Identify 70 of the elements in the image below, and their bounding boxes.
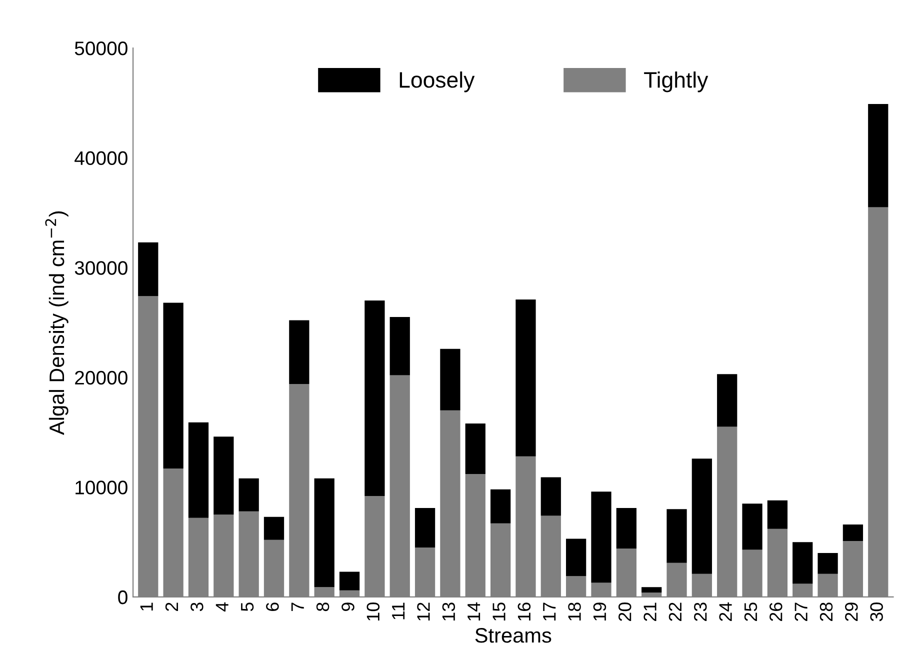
bar bbox=[214, 436, 234, 515]
bar bbox=[314, 478, 334, 588]
bar bbox=[717, 374, 738, 427]
x-tick-label: 25 bbox=[744, 602, 758, 621]
x-tick-label: 23 bbox=[694, 602, 707, 621]
x-tick-label: 27 bbox=[794, 602, 808, 621]
bar bbox=[289, 320, 310, 384]
bar bbox=[414, 508, 436, 548]
y-tick-label: 50000 bbox=[74, 41, 128, 56]
bar bbox=[540, 477, 561, 516]
x-tick-label: 6 bbox=[266, 602, 279, 611]
bar bbox=[138, 242, 158, 296]
bar bbox=[188, 422, 209, 518]
x-tick-label: 7 bbox=[291, 602, 304, 611]
bar bbox=[490, 489, 511, 524]
bar bbox=[868, 104, 888, 208]
y-axis-title: Algal Density (ind cm$^{−2}$) bbox=[45, 211, 68, 435]
bar bbox=[566, 538, 586, 576]
bar bbox=[742, 504, 762, 550]
x-tick-label: 1 bbox=[140, 602, 153, 610]
y-tick-label: 10000 bbox=[76, 480, 128, 494]
x-tick-label: 24 bbox=[719, 602, 732, 621]
x-tick-label: 3 bbox=[190, 602, 204, 612]
y-tick-label: 40000 bbox=[74, 151, 128, 166]
bar bbox=[238, 478, 259, 512]
bar bbox=[767, 500, 788, 529]
x-tick-label: 15 bbox=[492, 602, 506, 621]
bar bbox=[842, 524, 864, 541]
y-tick-label: 30000 bbox=[74, 261, 128, 275]
x-tick-label: 26 bbox=[770, 602, 782, 621]
bar bbox=[792, 542, 813, 584]
x-tick-label: 8 bbox=[316, 602, 330, 612]
bar bbox=[616, 508, 636, 549]
x-tick-label: 5 bbox=[241, 602, 254, 612]
x-tick-label: 29 bbox=[845, 602, 858, 621]
bar bbox=[364, 300, 385, 496]
x-tick-label: 30 bbox=[870, 602, 883, 622]
x-tick-label: 16 bbox=[518, 602, 531, 621]
x-tick-label: 28 bbox=[820, 602, 833, 621]
bar bbox=[264, 516, 284, 540]
x-tick-label: 22 bbox=[668, 602, 682, 621]
legend-label: Loosely bbox=[400, 71, 475, 92]
x-tick-label: 10 bbox=[366, 602, 380, 621]
x-tick-label: 14 bbox=[468, 602, 480, 621]
bar bbox=[818, 553, 838, 574]
bar bbox=[465, 424, 486, 474]
x-tick-label: 11 bbox=[392, 602, 405, 620]
bar bbox=[591, 492, 612, 583]
bar bbox=[163, 302, 184, 469]
x-tick-label: 13 bbox=[442, 602, 456, 621]
x-tick-label: 9 bbox=[342, 602, 354, 612]
x-tick-label: 12 bbox=[417, 602, 430, 621]
x-tick-label: 18 bbox=[568, 602, 581, 621]
y-tick-label: 20000 bbox=[75, 370, 128, 385]
x-axis-title: Streams bbox=[475, 628, 552, 643]
x-tick-label: 4 bbox=[216, 602, 228, 612]
bar bbox=[390, 317, 410, 376]
y-tick-label: 0 bbox=[118, 590, 128, 604]
bar bbox=[666, 509, 687, 563]
bar bbox=[440, 348, 460, 410]
x-tick-label: 2 bbox=[165, 602, 178, 611]
x-tick-label: 19 bbox=[593, 602, 606, 621]
bar bbox=[692, 458, 712, 574]
bar bbox=[339, 572, 360, 590]
x-tick-label: 17 bbox=[543, 602, 556, 621]
legend-label: Tightly bbox=[644, 71, 708, 92]
x-tick-label: 21 bbox=[644, 602, 656, 621]
bar bbox=[516, 299, 536, 456]
bar bbox=[642, 587, 662, 593]
x-tick-label: 20 bbox=[618, 602, 632, 621]
